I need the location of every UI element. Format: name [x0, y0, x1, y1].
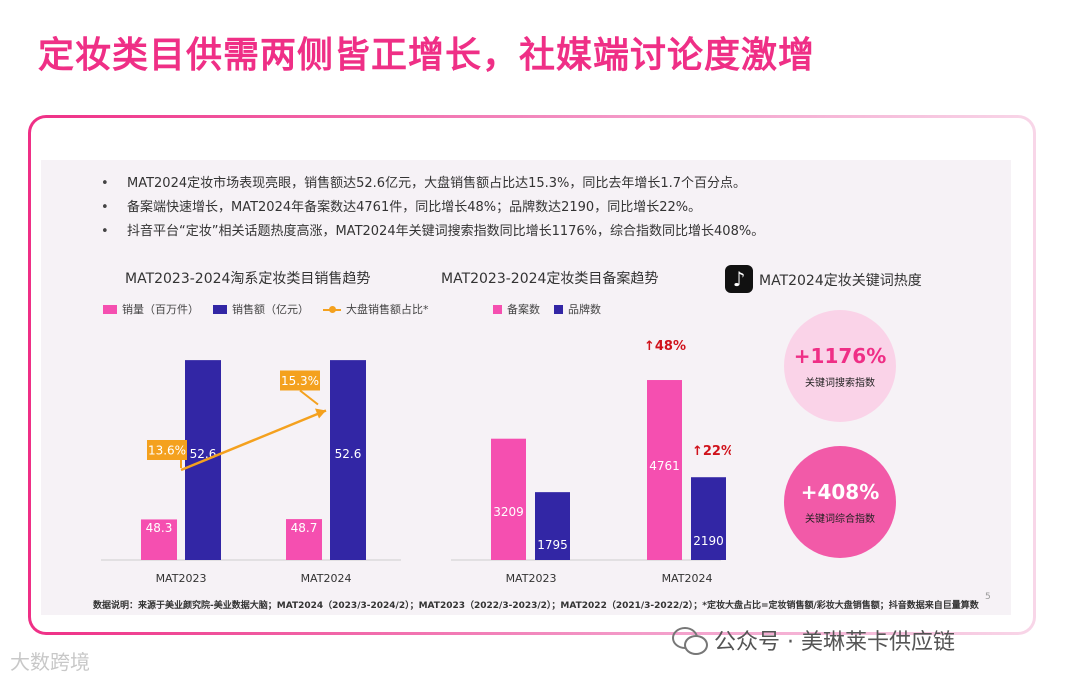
legend-item-filings: 备案数 [493, 301, 540, 317]
bullet-item: MAT2024定妆市场表现亮眼，销售额达52.6亿元，大盘销售额占比达15.3%… [101, 172, 764, 196]
bar-volume [286, 519, 322, 560]
tiktok-icon: ♪ [725, 265, 753, 293]
bar-label-revenue: 52.6 [190, 447, 217, 461]
legend-item-share: 大盘销售额占比* [323, 301, 429, 317]
search-index-label: 关键词搜索指数 [805, 377, 875, 389]
composite-index-label: 关键词综合指数 [805, 513, 875, 525]
bar-label-filings: 3209 [493, 505, 524, 519]
bullet-item: 抖音平台“定妆”相关话题热度高涨，MAT2024年关键词搜索指数同比增长1176… [101, 220, 764, 244]
filing-chart-title: MAT2023-2024定妆类目备案趋势 [441, 271, 659, 287]
bar-label-brands: 1795 [537, 538, 568, 552]
page-headline: 定妆类目供需两侧皆正增长，社媒端讨论度激增 [38, 35, 816, 76]
wechat-icon [672, 627, 708, 655]
keyword-heat-title: MAT2024定妆关键词热度 [759, 273, 922, 289]
content-card: MAT2024定妆市场表现亮眼，销售额达52.6亿元，大盘销售额占比达15.3%… [28, 115, 1036, 635]
sales-chart-legend: 销量（百万件） 销售额（亿元） 大盘销售额占比* [103, 301, 429, 317]
share-label-box [280, 370, 320, 391]
share-label-box [147, 440, 187, 460]
content-panel: MAT2024定妆市场表现亮眼，销售额达52.6亿元，大盘销售额占比达15.3%… [41, 160, 1011, 615]
watermark-bottom-right: 公众号 · 美琳莱卡供应链 [672, 624, 955, 656]
bar-filings [491, 438, 526, 560]
x-tick-label: MAT2024 [301, 572, 352, 585]
growth-annotation-filings: ↑48% [644, 339, 686, 354]
legend-item-volume: 销量（百万件） [103, 301, 199, 317]
bar-brands [691, 477, 726, 560]
x-tick-label: MAT2024 [662, 572, 713, 585]
bar-revenue [330, 360, 366, 560]
share-label: 15.3% [281, 374, 319, 388]
growth-annotation-brands: ↑22% [692, 444, 731, 459]
filing-trend-chart: 3209 1795 MAT2023 4761 2190 MAT2024 ↑48% ↑22% [451, 339, 731, 585]
bar-volume [141, 519, 177, 560]
share-pointer [299, 389, 319, 406]
legend-item-brands: 品牌数 [554, 301, 601, 317]
bar-label-revenue: 52.6 [335, 447, 362, 461]
x-tick-label: MAT2023 [156, 572, 207, 585]
legend-item-revenue: 销售额（亿元） [213, 301, 309, 317]
bar-label-volume: 48.3 [146, 521, 173, 535]
composite-index-circle: +408% 关键词综合指数 [784, 446, 896, 558]
watermark-bottom-left: 大数跨境 [10, 650, 90, 674]
share-label: 13.6% [148, 444, 186, 458]
bar-filings [647, 380, 682, 560]
page-number: 5 [985, 592, 991, 602]
share-line-arrow [315, 408, 326, 419]
bar-brands [535, 492, 570, 560]
x-tick-label: MAT2023 [506, 572, 557, 585]
summary-bullets: MAT2024定妆市场表现亮眼，销售额达52.6亿元，大盘销售额占比达15.3%… [101, 172, 764, 244]
filing-chart-legend: 备案数 品牌数 [493, 301, 601, 317]
sales-trend-chart: 48.3 52.6 MAT2023 48.7 52.6 MAT2024 13.6% 15.3% [101, 360, 401, 585]
search-index-circle: +1176% 关键词搜索指数 [784, 310, 896, 422]
share-line [180, 409, 327, 472]
bullet-item: 备案端快速增长，MAT2024年备案数达4761件，同比增长48%；品牌数达21… [101, 196, 764, 220]
bar-label-volume: 48.7 [291, 521, 318, 535]
data-footnote: 数据说明：来源于美业颜究院-美业数据大脑；MAT2024（2023/3-2024… [93, 601, 979, 611]
search-index-value: +1176% [793, 343, 887, 368]
sales-chart-title: MAT2023-2024淘系定妆类目销售趋势 [125, 271, 371, 287]
bar-label-brands: 2190 [693, 534, 724, 548]
bar-label-filings: 4761 [649, 459, 680, 473]
composite-index-value: +408% [800, 479, 880, 504]
